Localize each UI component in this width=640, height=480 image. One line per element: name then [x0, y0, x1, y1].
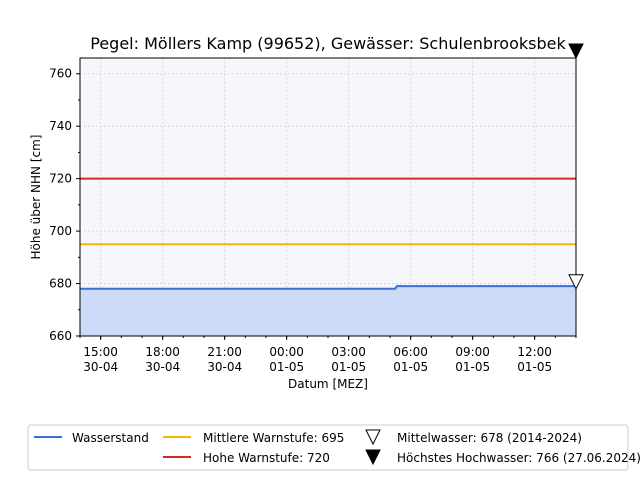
area-layer: [80, 286, 576, 336]
x-tick-label-time: 06:00: [393, 345, 428, 359]
x-axis: 15:0030-0418:0030-0421:0030-0400:0001-05…: [79, 336, 577, 374]
chart-title: Pegel: Möllers Kamp (99652), Gewässer: S…: [90, 34, 566, 53]
x-tick-label-date: 01-05: [455, 360, 490, 374]
legend-label-hohe-warnstufe: Hohe Warnstufe: 720: [203, 451, 330, 465]
y-tick-label: 700: [49, 224, 72, 238]
y-tick-label: 760: [49, 67, 72, 81]
x-tick-label-time: 09:00: [455, 345, 490, 359]
x-tick-label-time: 00:00: [269, 345, 304, 359]
legend-marker-hoechstes-hochwasser: [365, 449, 381, 466]
series-layer: [80, 285, 576, 290]
y-tick-label: 660: [49, 329, 72, 343]
legend-label-mittelwasser: Mittelwasser: 678 (2014-2024): [397, 431, 582, 445]
y-tick-label: 720: [49, 172, 72, 186]
x-tick-label-date: 01-05: [269, 360, 304, 374]
y-tick-label: 740: [49, 119, 72, 133]
x-tick-label-date: 30-04: [207, 360, 242, 374]
x-tick-label-time: 15:00: [83, 345, 118, 359]
y-tick-label: 680: [49, 277, 72, 291]
marker-triangle: [568, 43, 584, 60]
y-axis-label: Höhe über NHN [cm]: [29, 135, 43, 260]
x-tick-label-date: 01-05: [517, 360, 552, 374]
x-tick-label-time: 03:00: [331, 345, 366, 359]
x-tick-label-time: 12:00: [517, 345, 552, 359]
y-axis: 660 680 700 720 740 760: [49, 67, 80, 343]
legend: Wasserstand Mittlere Warnstufe: 695 Hohe…: [27, 424, 640, 471]
x-tick-label-time: 21:00: [207, 345, 242, 359]
legend-label-mittlere-warnstufe: Mittlere Warnstufe: 695: [203, 431, 344, 445]
x-axis-label: Datum [MEZ]: [288, 377, 368, 391]
markers: [568, 43, 584, 290]
series-line: [80, 285, 576, 290]
x-tick-label-date: 30-04: [83, 360, 118, 374]
x-tick-label-date: 01-05: [331, 360, 366, 374]
legend-label-wasserstand: Wasserstand: [72, 431, 149, 445]
legend-marker-mittelwasser: [365, 429, 381, 446]
legend-label-hoechstes-hochwasser: Höchstes Hochwasser: 766 (27.06.2024): [397, 451, 640, 465]
x-tick-label-time: 18:00: [145, 345, 180, 359]
threshold-lines: [80, 177, 576, 246]
series-area: [80, 286, 576, 336]
marker-triangle: [568, 274, 584, 290]
x-tick-label-date: 01-05: [393, 360, 428, 374]
x-tick-label-date: 30-04: [145, 360, 180, 374]
